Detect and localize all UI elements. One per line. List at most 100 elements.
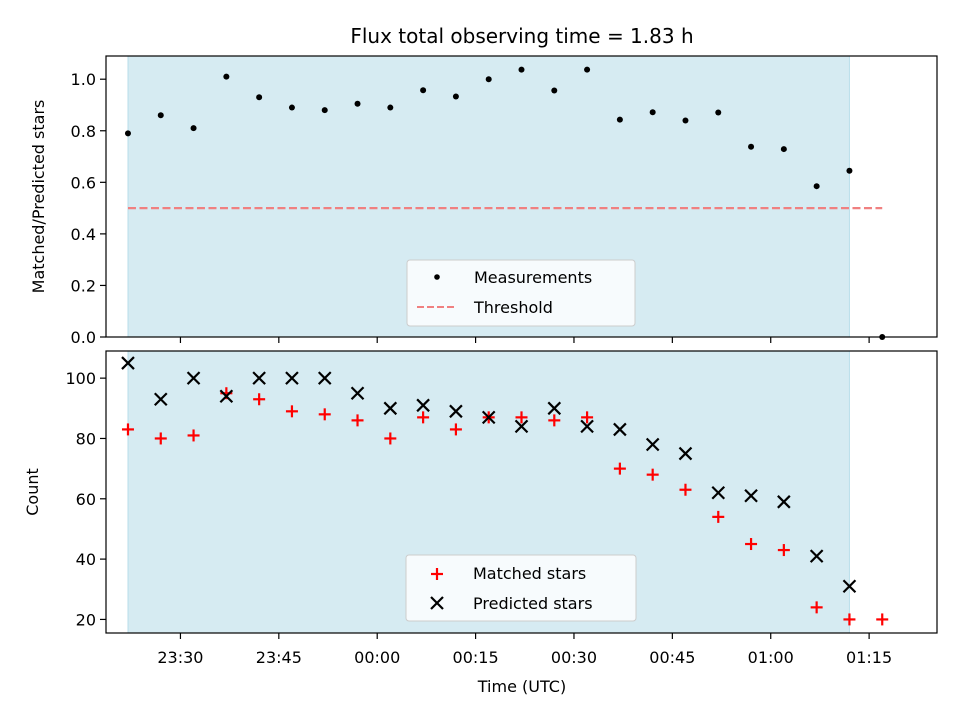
measurement-point: [157, 112, 164, 119]
matched-star-point: [318, 408, 331, 421]
bottom-legend: Matched stars Predicted stars: [405, 554, 637, 622]
legend-measurements-label: Measurements: [474, 268, 592, 287]
measurement-point: [846, 167, 853, 174]
predicted-x-b: [744, 488, 758, 503]
chart-title: Flux total observing time = 1.83 h: [350, 24, 693, 48]
matched-star-point: [548, 414, 561, 427]
predicted-star-point: [153, 392, 168, 407]
matched-star-point: [285, 405, 298, 418]
predicted-x-b: [383, 401, 398, 416]
predicted-star-point: [186, 371, 201, 385]
x-tick-label: 23:45: [256, 648, 302, 667]
predicted-star-point: [744, 488, 758, 503]
measurement-point: [190, 125, 197, 132]
predicted-x-b: [711, 485, 726, 500]
matched-star-point: [712, 510, 725, 523]
matched-star-point: [449, 423, 462, 436]
matched-star-point: [613, 462, 626, 475]
measurement-point: [223, 73, 230, 80]
measurement-point: [551, 87, 558, 94]
measurement-point: [518, 66, 525, 73]
predicted-star-point: [481, 410, 496, 425]
predicted-x-b: [645, 437, 660, 452]
x-tick-label: 01:00: [748, 648, 794, 667]
y-tick-label: 60: [76, 490, 96, 509]
legend-measurements-marker: [434, 274, 440, 280]
y-tick-label: 100: [65, 369, 96, 388]
predicted-star-point: [285, 371, 299, 385]
predicted-x-b: [252, 371, 266, 385]
predicted-star-point: [514, 419, 529, 434]
matched-star-point: [384, 432, 397, 445]
bottom-legend-box: [405, 554, 637, 622]
matched-star-point: [351, 414, 364, 427]
predicted-star-point: [777, 495, 791, 509]
predicted-star-point: [252, 371, 266, 385]
matched-star-point: [515, 411, 528, 424]
predicted-star-point: [219, 389, 234, 404]
predicted-x-b: [514, 419, 529, 434]
x-tick-label: 23:30: [157, 648, 203, 667]
predicted-star-point: [711, 485, 726, 500]
measurement-point: [748, 143, 755, 150]
predicted-star-point: [645, 437, 660, 452]
legend-threshold-label: Threshold: [473, 298, 553, 317]
predicted-x-b: [547, 401, 562, 416]
predicted-x-b: [777, 495, 791, 509]
top-legend: Measurements Threshold: [406, 259, 636, 327]
bottom-panel-ticks: 20 40 60 80 100 23:30 23:45 00:00 00:15 00:30 00:4…: [65, 369, 892, 667]
legend-predicted-marker: [430, 596, 444, 610]
x-tick-label: 00:15: [453, 648, 499, 667]
predicted-x-b: [121, 356, 135, 370]
predicted-star-point: [449, 404, 463, 419]
measurement-point: [780, 146, 787, 153]
matched-star-point: [810, 601, 823, 614]
predicted-x-b: [219, 389, 234, 404]
matched-star-point: [646, 468, 659, 481]
y-tick-label: 80: [76, 429, 96, 448]
bottom-xlabel: Time (UTC): [477, 677, 566, 696]
predicted-star-point: [580, 419, 594, 434]
predicted-x-b: [678, 446, 693, 461]
bottom-panel-frame: [105, 350, 938, 634]
predicted-x-b: [317, 371, 332, 385]
matched-star-point: [876, 613, 889, 626]
y-tick-label: 0.0: [71, 328, 96, 347]
predicted-x-b: [580, 419, 594, 434]
x-tick-label: 00:45: [649, 648, 695, 667]
measurement-point: [649, 109, 656, 116]
top-legend-box: [406, 259, 636, 327]
matched-star-point: [679, 483, 692, 496]
legend-matched-marker: [431, 568, 443, 580]
matched-star-point: [253, 393, 266, 406]
predicted-x-b: [416, 398, 430, 413]
y-tick-label: 0.2: [71, 276, 96, 295]
predicted-star-point: [121, 356, 135, 370]
y-tick-label: 20: [76, 610, 96, 629]
top-panel-frame: [105, 55, 938, 338]
measurement-point: [321, 107, 328, 114]
predicted-star-point: [350, 386, 365, 401]
predicted-star-point: [842, 579, 857, 594]
measurement-point: [387, 104, 394, 111]
predicted-star-point: [383, 401, 398, 416]
legend-matched-label: Matched stars: [473, 564, 586, 583]
x-tick-label: 01:15: [846, 648, 892, 667]
x-tick-label: 00:00: [354, 648, 400, 667]
measurement-point: [682, 117, 689, 124]
measurement-point: [452, 93, 459, 100]
measurement-point: [354, 100, 361, 107]
matched-star-point: [745, 538, 758, 551]
matched-star-point: [121, 423, 134, 436]
measurement-point: [485, 76, 492, 83]
predicted-x-b: [285, 371, 299, 385]
y-tick-label: 1.0: [71, 70, 96, 89]
star-count-points: [121, 356, 889, 626]
y-tick-label: 0.4: [71, 225, 96, 244]
measurement-point: [584, 66, 591, 73]
matched-star-point: [187, 429, 200, 442]
x-tick-label: 00:30: [551, 648, 597, 667]
predicted-x-b: [809, 549, 824, 563]
matched-star-point: [581, 411, 594, 424]
